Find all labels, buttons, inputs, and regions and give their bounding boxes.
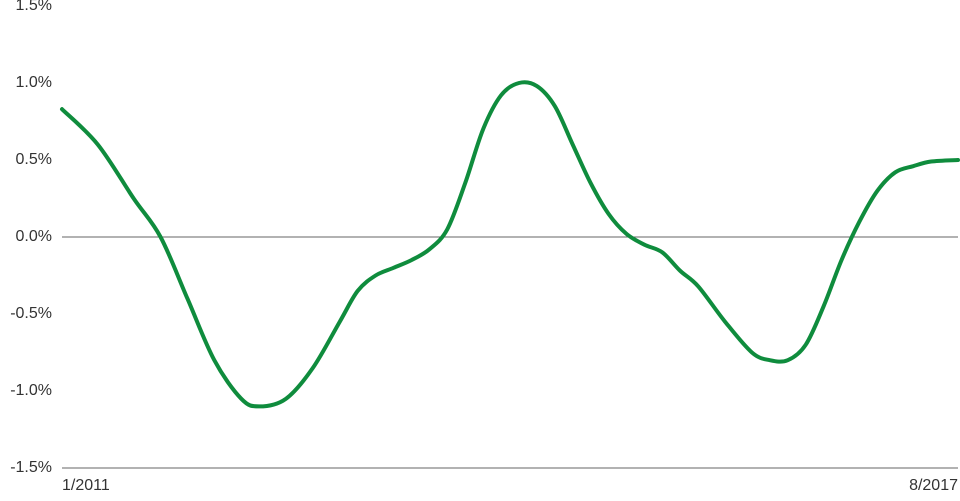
line-chart: 1.5% 1.0% 0.5% 0.0% -0.5% -1.0% -1.5% 1/2011 8/2… [0, 0, 960, 501]
y-tick-label: 1.5% [16, 0, 52, 14]
y-tick-label: -1.0% [10, 382, 52, 399]
y-tick-label: 0.5% [16, 151, 52, 168]
x-tick-label: 8/2017 [909, 477, 958, 494]
chart-svg: 1.5% 1.0% 0.5% 0.0% -0.5% -1.0% -1.5% 1/2011 8/2… [0, 0, 960, 501]
x-tick-label: 1/2011 [62, 477, 110, 494]
y-tick-label: 0.0% [16, 228, 52, 245]
y-tick-label: 1.0% [16, 74, 52, 91]
y-tick-label: -1.5% [10, 459, 52, 476]
y-tick-label: -0.5% [10, 305, 52, 322]
